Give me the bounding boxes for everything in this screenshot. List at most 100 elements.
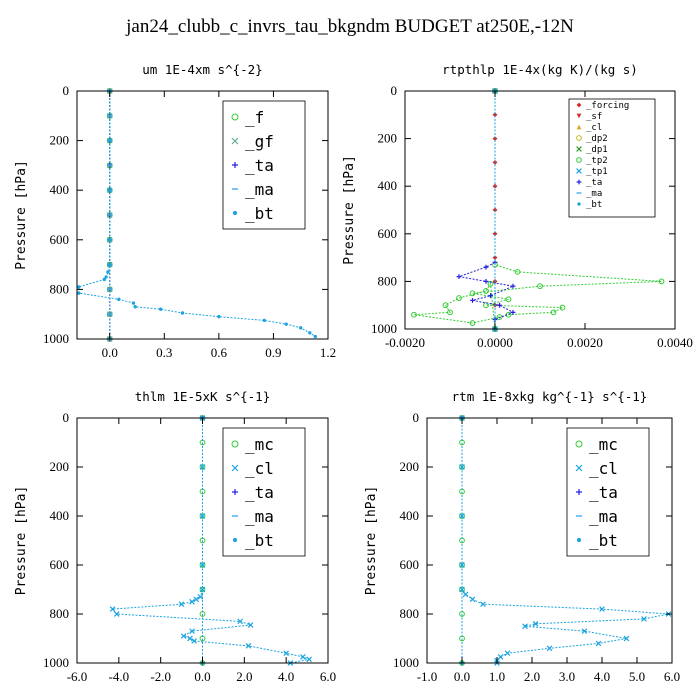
panel-title: rtpthlp 1E-4x(kg K)/(kg s) [442,62,638,77]
x-tick-label: 0.9 [265,345,281,360]
data-point [300,654,306,660]
data-point [456,295,462,301]
data-point [104,275,108,279]
data-point [180,311,185,315]
legend-marker [232,537,238,543]
legend-marker [576,157,582,163]
series-ta [456,88,516,332]
legend-marker [231,440,239,448]
data-point [106,270,110,274]
data-point [469,290,476,297]
data-point [313,334,317,339]
legend-marker [231,113,239,121]
legend-label: _bt [245,204,274,223]
data-point [514,268,521,275]
data-point [623,635,630,642]
legend-label: _ma [245,180,274,199]
plot-frame [426,417,673,664]
x-tick-label: 0.3 [156,345,172,360]
legend-marker [232,162,238,168]
x-tick-label: -4.0 [109,669,130,684]
legend-label: _gf [245,132,274,151]
data-point [595,640,602,647]
data-point [488,293,493,299]
data-point [411,311,417,318]
data-point [492,255,498,260]
legend-label: _bt [245,531,274,550]
data-point [483,302,489,309]
x-tick-label: 6.0 [320,669,336,684]
data-point [510,309,516,315]
y-tick-label: 400 [50,182,70,197]
data-point [189,628,195,634]
series-bt [460,416,464,665]
x-tick-label: 6.0 [664,669,680,684]
data-point [180,633,187,639]
y-tick-label: 400 [400,508,420,523]
legend-marker [576,102,582,108]
data-point [492,136,498,141]
y-tick-label: 200 [378,131,398,146]
legend: _f _gf _ta _ma _bt [222,100,306,230]
data-point [189,598,195,605]
y-axis-label: Pressure [hPa] [342,155,357,265]
data-point [559,304,566,311]
y-tick-label: 800 [50,281,70,296]
legend-label: _bt [586,200,602,210]
data-point [109,606,116,612]
y-tick-label: 600 [50,232,70,247]
y-tick-label: 600 [50,557,70,572]
x-tick-label: 2.0 [236,669,252,684]
data-point [117,297,121,301]
series-tp2 [411,88,665,332]
panel-title: thlm 1E-5xK s^{-1} [135,389,270,404]
y-tick-label: 800 [50,606,70,621]
legend-marker [576,168,582,174]
legend-label: _tp2 [586,156,608,166]
plot-frame [76,90,329,340]
data-point [131,301,136,305]
y-tick-label: 1000 [43,655,69,670]
legend-label: _dp1 [586,145,608,155]
data-point [247,622,254,628]
data-point [492,231,498,237]
y-tick-label: 1000 [371,321,397,336]
x-tick-label: 4.0 [594,669,610,684]
data-point [492,112,498,118]
y-tick-label: 800 [378,273,398,288]
x-tick-label: 3.0 [559,669,575,684]
y-tick-label: 400 [378,178,398,193]
y-tick-label: 0 [391,83,398,98]
data-point [483,288,489,294]
data-point [658,278,665,285]
data-point [283,650,289,657]
data-point [447,309,453,316]
legend-label: _ma [586,189,602,199]
data-point [483,279,489,284]
data-point [469,596,476,603]
panel-title: um 1E-4xm s^{-2} [142,62,262,77]
data-point [237,618,243,625]
y-axis-label: Pressure [hPa] [14,160,29,270]
data-point [108,138,112,143]
x-tick-label: -6.0 [67,669,88,684]
y-tick-label: 600 [400,557,420,572]
legend-marker [575,440,583,448]
data-point [158,307,163,311]
data-point [510,283,516,289]
page-title: jan24_clubb_c_invrs_tau_bkgndm BUDGET at… [126,16,574,37]
x-tick-label: 0.0 [102,345,118,360]
data-point [191,638,197,644]
data-point [133,305,137,309]
data-point [108,262,112,267]
y-axis-label: Pressure [hPa] [14,486,29,596]
x-tick-label: 2.0 [524,669,540,684]
data-point [284,322,288,326]
data-point [487,280,494,287]
data-point [480,601,486,608]
y-tick-label: 200 [50,459,70,474]
data-point [496,314,503,321]
legend-label: _forcing [586,101,629,111]
y-tick-label: 600 [378,226,398,241]
